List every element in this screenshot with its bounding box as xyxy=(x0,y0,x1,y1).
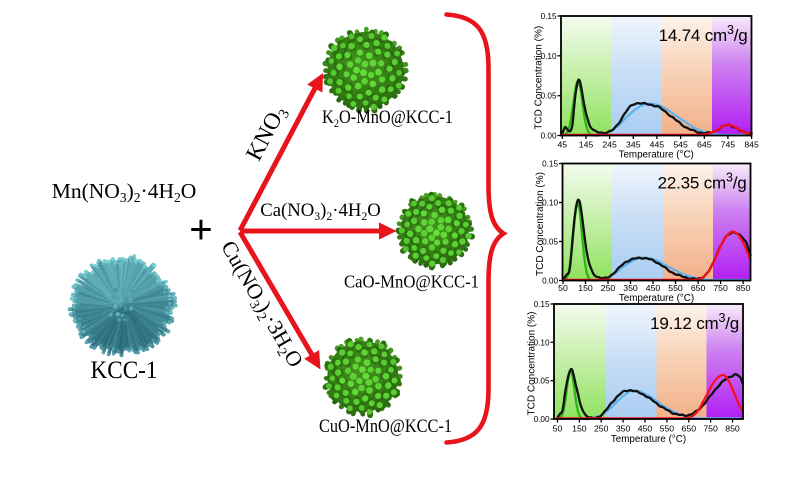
svg-text:Temperature (°C): Temperature (°C) xyxy=(611,434,686,445)
svg-text:TCD Concentration (%): TCD Concentration (%) xyxy=(534,26,545,130)
svg-text:745: 745 xyxy=(721,140,736,150)
svg-text:850: 850 xyxy=(725,424,740,434)
svg-text:50: 50 xyxy=(558,283,568,293)
svg-text:845: 845 xyxy=(744,140,759,150)
svg-text:550: 550 xyxy=(660,424,675,434)
svg-text:0.15: 0.15 xyxy=(541,12,557,21)
svg-text:0.00: 0.00 xyxy=(541,132,557,141)
svg-text:45: 45 xyxy=(557,140,567,150)
svg-text:0.15: 0.15 xyxy=(542,160,558,169)
svg-text:Temperature (°C): Temperature (°C) xyxy=(619,293,694,304)
svg-text:TCD Concentration (%): TCD Concentration (%) xyxy=(535,172,546,276)
svg-text:CaO-MnO@KCC-1: CaO-MnO@KCC-1 xyxy=(344,272,479,292)
svg-text:650: 650 xyxy=(691,283,706,293)
svg-text:445: 445 xyxy=(650,140,665,150)
svg-text:145: 145 xyxy=(579,140,594,150)
svg-text:TCD Concentration (%): TCD Concentration (%) xyxy=(527,312,538,416)
svg-text:350: 350 xyxy=(623,283,638,293)
svg-text:K2​O-MnO@KCC-1: K2​O-MnO@KCC-1 xyxy=(322,108,453,130)
svg-text:250: 250 xyxy=(601,283,616,293)
svg-text:550: 550 xyxy=(668,283,683,293)
svg-text:250: 250 xyxy=(594,424,609,434)
svg-text:19.12 cm3/g: 19.12 cm3/g xyxy=(650,311,739,333)
svg-text:150: 150 xyxy=(572,424,587,434)
svg-text:450: 450 xyxy=(646,283,661,293)
svg-text:545: 545 xyxy=(673,140,688,150)
svg-text:Temperature (°C): Temperature (°C) xyxy=(619,150,694,161)
svg-text:0.15: 0.15 xyxy=(534,300,550,309)
svg-text:750: 750 xyxy=(703,424,718,434)
svg-text:345: 345 xyxy=(626,140,641,150)
svg-text:50: 50 xyxy=(553,424,563,434)
svg-text:0.00: 0.00 xyxy=(542,277,558,286)
svg-text:850: 850 xyxy=(736,283,751,293)
svg-text:750: 750 xyxy=(713,283,728,293)
svg-text:+: + xyxy=(189,208,213,254)
svg-text:CuO-MnO@KCC-1: CuO-MnO@KCC-1 xyxy=(319,417,452,437)
svg-text:650: 650 xyxy=(682,424,697,434)
svg-text:22.35 cm3/g: 22.35 cm3/g xyxy=(658,171,747,193)
svg-text:KCC-1: KCC-1 xyxy=(91,357,158,384)
svg-text:645: 645 xyxy=(697,140,712,150)
svg-text:245: 245 xyxy=(602,140,617,150)
svg-text:14.74 cm3/g: 14.74 cm3/g xyxy=(659,23,748,45)
svg-text:350: 350 xyxy=(616,424,631,434)
svg-text:150: 150 xyxy=(578,283,593,293)
svg-text:450: 450 xyxy=(638,424,653,434)
